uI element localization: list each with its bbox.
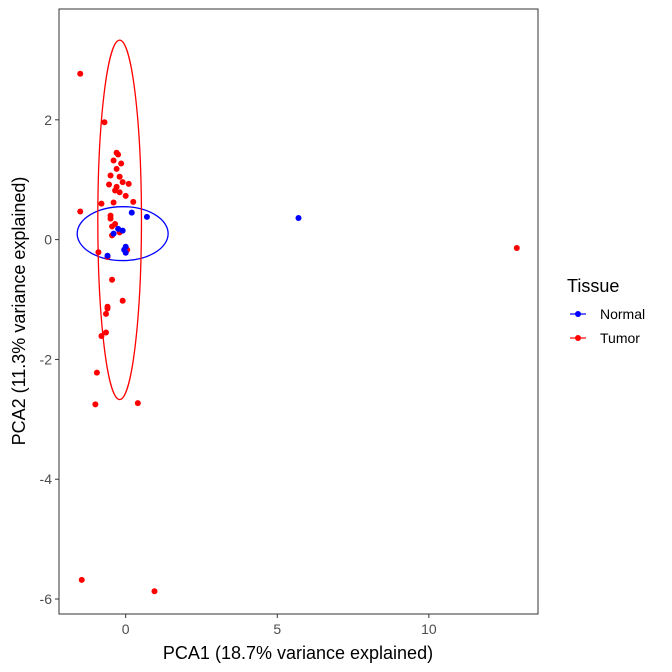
point-tumor bbox=[106, 181, 113, 188]
point-tumor bbox=[113, 165, 120, 172]
x-tick-label: 5 bbox=[273, 621, 281, 637]
point-tumor bbox=[102, 329, 109, 336]
x-tick-label: 0 bbox=[122, 621, 130, 637]
point-tumor bbox=[77, 208, 84, 215]
point-tumor bbox=[104, 305, 111, 312]
point-tumor bbox=[116, 189, 123, 196]
point-normal bbox=[143, 213, 150, 220]
plot-panel bbox=[58, 8, 539, 615]
point-normal bbox=[128, 209, 135, 216]
point-normal bbox=[122, 249, 129, 256]
point-tumor bbox=[513, 245, 520, 252]
point-tumor bbox=[107, 172, 114, 179]
point-tumor bbox=[95, 249, 102, 256]
point-normal bbox=[295, 215, 302, 222]
point-tumor bbox=[109, 276, 116, 283]
point-tumor bbox=[115, 151, 122, 158]
x-axis: 0 5 10 bbox=[122, 614, 437, 637]
y-axis-title: PCA2 (11.3% variance explained) bbox=[9, 177, 29, 446]
y-tick-label: -2 bbox=[40, 351, 53, 367]
point-tumor bbox=[107, 215, 114, 222]
legend-label-tumor: Tumor bbox=[600, 330, 640, 346]
points-layer bbox=[77, 70, 520, 595]
legend-title: Tissue bbox=[567, 276, 619, 296]
y-axis: 2 0 -2 -4 -6 bbox=[40, 112, 59, 607]
y-tick-label: -6 bbox=[40, 591, 53, 607]
point-tumor bbox=[112, 187, 119, 194]
point-tumor bbox=[98, 200, 105, 207]
point-tumor bbox=[122, 192, 129, 199]
legend-key-point-tumor bbox=[575, 335, 581, 341]
point-tumor bbox=[118, 160, 125, 167]
point-tumor bbox=[125, 180, 132, 187]
ellipse-tumor bbox=[97, 39, 143, 401]
point-normal bbox=[115, 225, 122, 232]
point-tumor bbox=[130, 198, 137, 205]
point-normal bbox=[104, 252, 111, 259]
point-tumor bbox=[119, 297, 126, 304]
ellipse-normal bbox=[76, 206, 169, 262]
legend-label-normal: Normal bbox=[600, 306, 645, 322]
point-tumor bbox=[98, 333, 105, 340]
point-normal bbox=[110, 230, 117, 237]
point-normal bbox=[119, 227, 126, 234]
legend-key-point-normal bbox=[575, 311, 581, 317]
x-tick-label: 10 bbox=[421, 621, 437, 637]
point-tumor bbox=[77, 70, 84, 77]
point-tumor bbox=[93, 369, 100, 376]
point-tumor bbox=[102, 310, 109, 317]
point-tumor bbox=[119, 179, 126, 186]
ellipses-layer bbox=[76, 39, 169, 401]
point-tumor bbox=[109, 223, 116, 230]
legend: Tissue Normal Tumor bbox=[567, 276, 645, 346]
point-tumor bbox=[101, 119, 108, 126]
point-tumor bbox=[110, 199, 117, 206]
point-tumor bbox=[92, 401, 99, 408]
point-tumor bbox=[151, 588, 158, 595]
legend-items: Normal Tumor bbox=[570, 306, 645, 346]
y-tick-label: 0 bbox=[44, 232, 52, 248]
point-tumor bbox=[78, 576, 85, 583]
point-tumor bbox=[110, 157, 117, 164]
point-tumor bbox=[134, 400, 141, 407]
y-tick-label: -4 bbox=[40, 471, 53, 487]
y-tick-label: 2 bbox=[44, 112, 52, 128]
point-tumor bbox=[116, 173, 123, 180]
x-axis-title: PCA1 (18.7% variance explained) bbox=[163, 643, 433, 663]
